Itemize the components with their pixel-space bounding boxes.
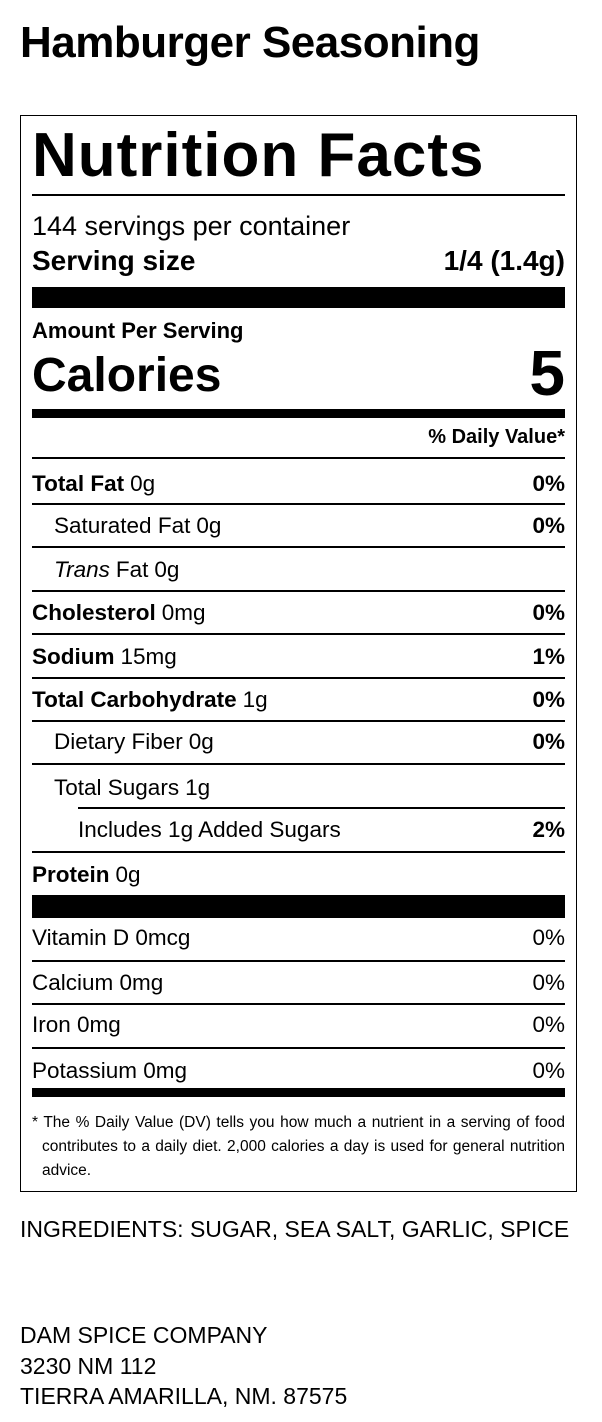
nutrient-amount: 1g — [185, 775, 211, 800]
label-heading: Nutrition Facts — [32, 121, 485, 190]
vitamin-name: Potassium 0mg — [32, 1058, 188, 1083]
nutrient-row: Cholesterol 0mg — [32, 598, 206, 628]
vitamin-name: Vitamin D 0mcg — [32, 925, 191, 950]
nutrient-row: Total Fat 0g — [32, 469, 155, 499]
title: Hamburger Seasoning — [20, 18, 480, 67]
nutrition-label — [20, 115, 577, 1192]
nutrient-name: Sodium — [32, 644, 115, 669]
nutrient-dv: 0% — [532, 600, 565, 625]
serving-size-label: Serving size — [32, 245, 196, 276]
nutrient-amount: 0g — [154, 557, 180, 582]
nutrient-row: Includes 1g Added Sugars — [78, 815, 341, 845]
nutrient-name: Total Sugars — [54, 775, 180, 800]
nutrient-dv: 2% — [532, 817, 565, 842]
nutrient-dv: 0% — [532, 513, 565, 538]
nutrient-name: Includes 1g Added Sugars — [78, 817, 341, 842]
nutrient-name: Total Fat — [32, 471, 125, 496]
rule — [32, 851, 565, 853]
calories-value: 5 — [529, 337, 565, 409]
nutrient-name: Saturated Fat — [54, 513, 191, 538]
nutrient-amount: 0g — [130, 471, 156, 496]
nutrient-row: Total Carbohydrate 1g — [32, 685, 268, 715]
ingredients: INGREDIENTS: SUGAR, SEA SALT, GARLIC, SP… — [20, 1216, 570, 1242]
nutrient-dv: 0% — [532, 471, 565, 496]
rule — [32, 763, 565, 765]
vitamin-dv: 0% — [532, 925, 565, 950]
rule — [32, 633, 565, 635]
rule — [32, 457, 565, 459]
vitamin-dv: 0% — [532, 1012, 565, 1037]
nutrient-dv: 0% — [532, 729, 565, 754]
nutrient-row: Sodium 15mg — [32, 642, 177, 672]
nutrient-row: Dietary Fiber 0g — [54, 727, 214, 757]
nutrient-dv: 1% — [532, 644, 565, 669]
nutrient-name: Total Carbohydrate — [32, 687, 237, 712]
thick-rule — [32, 1088, 565, 1097]
nutrient-amount: 0g — [188, 729, 214, 754]
company-line: DAM SPICE COMPANY — [20, 1322, 268, 1348]
rule — [32, 503, 565, 505]
nutrient-amount: 15mg — [120, 644, 177, 669]
calories-label: Calories — [32, 349, 222, 402]
nutrient-amount: 1g — [242, 687, 268, 712]
nutrient-name-italic: Trans — [54, 557, 110, 582]
daily-value-header: % Daily Value* — [428, 426, 565, 448]
rule — [78, 807, 565, 809]
thick-rule — [32, 895, 565, 918]
nutrient-dv: 0% — [532, 687, 565, 712]
vitamin-dv: 0% — [532, 970, 565, 995]
thick-rule — [32, 287, 565, 308]
nutrient-row: Trans Fat 0g — [54, 555, 179, 585]
company-line: 3230 NM 112 — [20, 1352, 157, 1379]
nutrient-amount: 0mg — [161, 600, 206, 625]
rule — [32, 1003, 565, 1005]
rule — [32, 677, 565, 679]
nutrient-row: Total Sugars 1g — [54, 773, 210, 803]
nutrient-name: Fat — [115, 557, 149, 582]
nutrient-amount: 0g — [115, 862, 141, 887]
nutrient-name: Protein — [32, 862, 110, 887]
nutrient-row: Saturated Fat 0g — [54, 511, 221, 541]
rule — [32, 546, 565, 548]
nutrient-amount: 0g — [196, 513, 222, 538]
nutrient-name: Dietary Fiber — [54, 729, 183, 754]
vitamin-dv: 0% — [532, 1058, 565, 1083]
servings: 144 servings per container — [32, 211, 351, 241]
amount-per-serving: Amount Per Serving — [32, 318, 244, 343]
rule — [32, 1047, 565, 1049]
footnote: * The % Daily Value (DV) tells you how m… — [32, 1114, 565, 1179]
thick-rule — [32, 409, 565, 418]
vitamin-name: Iron 0mg — [32, 1012, 121, 1037]
rule — [32, 194, 565, 196]
vitamin-name: Calcium 0mg — [32, 970, 164, 995]
company-line: TIERRA AMARILLA, NM. 87575 — [20, 1383, 348, 1409]
rule — [32, 960, 565, 962]
nutrient-row: Protein 0g — [32, 860, 141, 890]
serving-size-value: 1/4 (1.4g) — [443, 245, 565, 276]
rule — [32, 720, 565, 722]
rule — [32, 590, 565, 592]
nutrient-name: Cholesterol — [32, 600, 156, 625]
